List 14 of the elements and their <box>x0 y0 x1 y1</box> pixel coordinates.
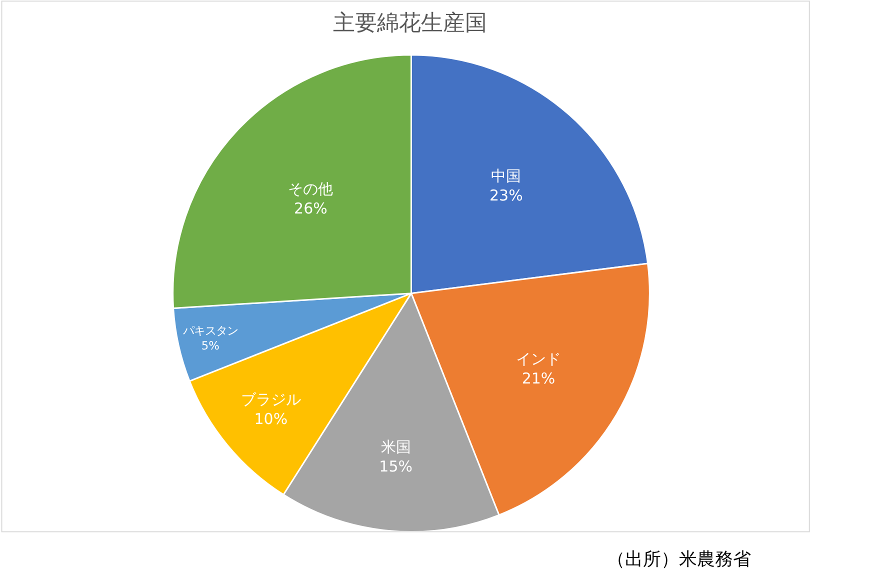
data-label: 26% <box>294 200 328 218</box>
slice-label: インド <box>516 350 561 368</box>
data-label: 15% <box>379 457 412 476</box>
slice-label: ブラジル <box>240 390 301 409</box>
slice-label: 中国 <box>491 166 522 185</box>
data-label: 23% <box>489 186 523 204</box>
data-label: 10% <box>254 410 288 428</box>
slice-label: 米国 <box>380 438 411 456</box>
data-label: 21% <box>522 369 556 388</box>
chart-title: 主要綿花生産国 <box>333 11 487 36</box>
data-label: 5% <box>201 338 220 353</box>
slice-label: パキスタン <box>182 324 238 338</box>
slice-label: その他 <box>288 180 334 198</box>
text: （出所）米農務省 <box>607 549 751 570</box>
